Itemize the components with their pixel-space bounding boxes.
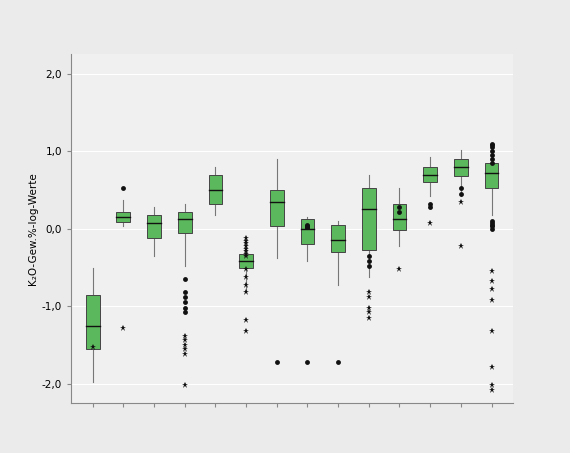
- Bar: [484, 163, 498, 188]
- Bar: [178, 212, 192, 233]
- Bar: [116, 212, 131, 222]
- Bar: [393, 204, 406, 230]
- Bar: [147, 215, 161, 238]
- Bar: [454, 159, 468, 176]
- Bar: [209, 174, 222, 204]
- Bar: [300, 219, 315, 244]
- Bar: [362, 188, 376, 251]
- Bar: [270, 190, 284, 226]
- Bar: [424, 167, 437, 182]
- Bar: [331, 225, 345, 252]
- Y-axis label: K₂O-Gew.%-log-Werte: K₂O-Gew.%-log-Werte: [28, 173, 38, 285]
- Bar: [86, 294, 100, 349]
- Bar: [239, 254, 253, 268]
